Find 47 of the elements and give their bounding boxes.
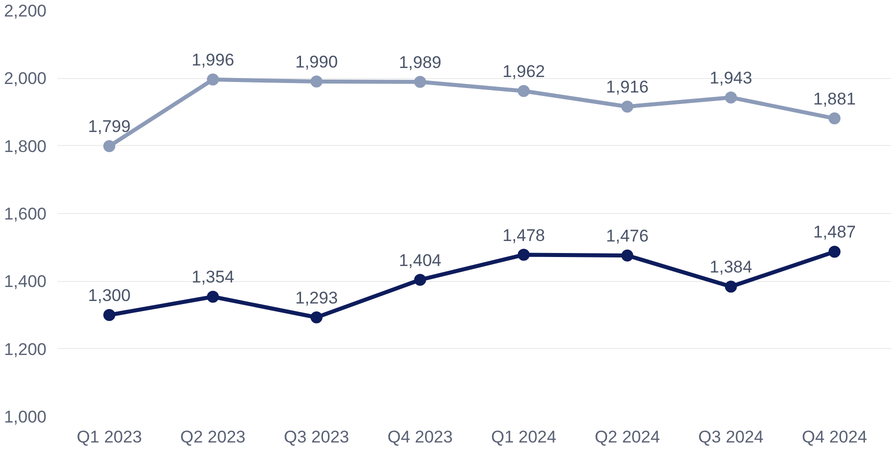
data-label: 1,996 — [192, 50, 234, 70]
data-label: 1,476 — [606, 226, 649, 246]
y-tick-label: 1,200 — [4, 340, 47, 359]
point — [414, 274, 426, 286]
point — [414, 76, 426, 88]
y-tick-label: 1,800 — [4, 136, 47, 156]
point — [518, 85, 530, 98]
data-label: 1,300 — [88, 286, 131, 305]
point — [621, 100, 634, 113]
point — [103, 309, 116, 321]
x-tick-label: Q3 2024 — [698, 428, 764, 446]
point — [206, 74, 219, 86]
data-label: 1,293 — [295, 288, 338, 308]
point — [621, 249, 634, 262]
point — [828, 246, 841, 258]
x-tick-label: Q1 2024 — [491, 428, 556, 446]
y-tick-label: 1,400 — [4, 272, 47, 292]
y-tick-label: 1,000 — [4, 408, 47, 426]
y-tick-label: 1,600 — [4, 204, 47, 224]
data-label: 1,990 — [295, 52, 338, 72]
data-label: 1,881 — [813, 89, 856, 108]
data-label: 1,916 — [606, 78, 649, 97]
x-tick-label: Q4 2023 — [388, 428, 453, 446]
data-label: 1,943 — [710, 68, 752, 88]
data-label: 1,989 — [398, 52, 442, 72]
x-tick-label: Q2 2023 — [180, 428, 246, 446]
point — [310, 76, 323, 88]
y-tick-label: 2,200 — [4, 2, 47, 20]
data-label: 1,487 — [813, 222, 856, 242]
point — [828, 112, 841, 124]
data-label: 1,384 — [710, 258, 752, 277]
x-tick-label: Q2 2024 — [594, 428, 660, 446]
point — [103, 140, 116, 152]
x-tick-label: Q4 2024 — [802, 428, 868, 446]
data-label: 1,478 — [502, 226, 545, 245]
x-tick-label: Q1 2023 — [76, 428, 142, 446]
point — [724, 280, 737, 293]
data-label: 1,962 — [502, 62, 545, 82]
y-tick-label: 2,000 — [4, 69, 47, 88]
x-tick-label: Q3 2023 — [284, 428, 350, 446]
point — [206, 290, 219, 303]
data-label: 1,799 — [88, 117, 131, 136]
data-label: 1,354 — [192, 268, 234, 287]
point — [724, 91, 737, 104]
point — [310, 311, 323, 324]
data-label: 1,404 — [398, 250, 442, 270]
point — [518, 248, 530, 261]
